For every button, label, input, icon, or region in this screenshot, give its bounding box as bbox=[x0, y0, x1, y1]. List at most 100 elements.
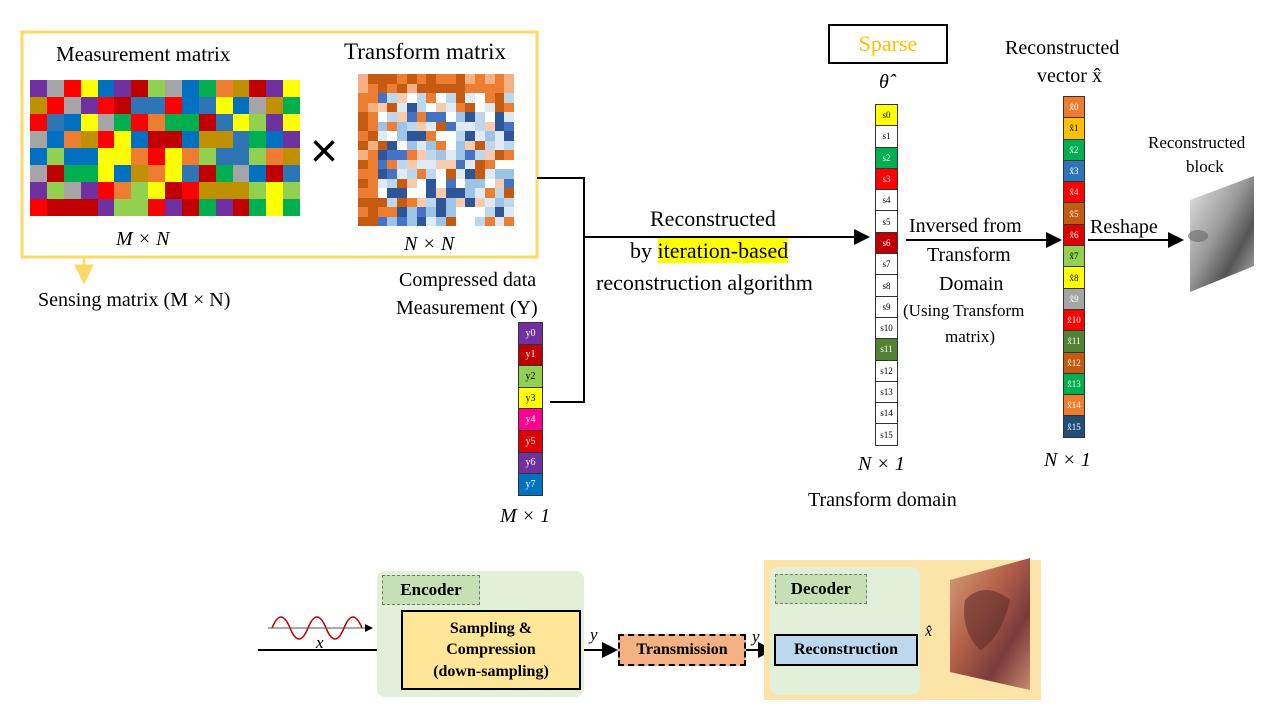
measurement-matrix-cell bbox=[114, 114, 132, 131]
measurement-matrix-cell bbox=[46, 97, 64, 114]
transform-matrix-cell bbox=[387, 74, 397, 84]
reconstructed-vector-cell: x̂5 bbox=[1063, 202, 1085, 225]
transform-matrix-cell bbox=[397, 74, 407, 84]
transform-matrix-cell bbox=[358, 207, 368, 217]
measurement-matrix-cell bbox=[46, 148, 64, 165]
transform-matrix-cell bbox=[397, 121, 407, 131]
transform-matrix-cell bbox=[494, 140, 505, 150]
reconstructed-vector-cell: x̂2 bbox=[1063, 138, 1085, 161]
transform-matrix-cell bbox=[387, 197, 397, 207]
measurement-matrix-cell bbox=[148, 131, 165, 148]
inversed-label-1: Inversed from bbox=[909, 215, 1022, 237]
measurement-matrix-cell bbox=[198, 80, 216, 97]
reconstructed-vector-title-2: vector x̂ bbox=[1037, 65, 1102, 87]
sparse-vector-cell: s9 bbox=[875, 295, 898, 318]
measurement-matrix-cell bbox=[165, 97, 182, 114]
sparse-label: Sparse bbox=[858, 31, 918, 56]
measurement-matrix-cell bbox=[215, 165, 233, 182]
transform-matrix-cell bbox=[406, 74, 417, 84]
measurement-matrix-cell bbox=[283, 114, 300, 131]
transform-matrix-cell bbox=[426, 112, 436, 122]
transform-matrix-cell bbox=[367, 216, 378, 226]
transform-matrix-cell bbox=[436, 169, 446, 179]
transmission-box: Transmission bbox=[618, 634, 746, 666]
transform-matrix-cell bbox=[475, 140, 485, 150]
sparse-vector-cell: s1 bbox=[875, 125, 898, 148]
measurement-matrix-cell bbox=[63, 199, 81, 216]
transform-matrix-cell bbox=[455, 112, 466, 122]
transform-matrix-cell bbox=[406, 112, 417, 122]
measurement-matrix-cell bbox=[114, 165, 132, 182]
measurement-matrix-cell bbox=[148, 148, 165, 165]
transform-matrix-cell bbox=[406, 83, 417, 93]
transform-matrix-cell bbox=[367, 150, 378, 160]
transform-matrix-cell bbox=[436, 112, 446, 122]
y-vector-cell: y4 bbox=[518, 408, 543, 431]
transform-matrix-cell bbox=[358, 131, 368, 141]
transform-matrix-cell bbox=[416, 74, 427, 84]
measurement-matrix-cell bbox=[198, 165, 216, 182]
measurement-matrix-cell bbox=[215, 131, 233, 148]
measurement-matrix-cell bbox=[165, 114, 182, 131]
reconstruction-box: Reconstruction bbox=[774, 634, 918, 666]
measurement-matrix-cell bbox=[283, 131, 300, 148]
transform-matrix-cell bbox=[455, 207, 466, 217]
measurement-matrix-cell bbox=[266, 165, 284, 182]
transform-matrix-cell bbox=[367, 159, 378, 169]
transform-matrix-cell bbox=[475, 197, 485, 207]
measurement-matrix-cell bbox=[198, 114, 216, 131]
transform-matrix-cell bbox=[358, 121, 368, 131]
measurement-matrix-cell bbox=[148, 165, 165, 182]
transform-matrix-cell bbox=[377, 102, 388, 112]
measurement-matrix-cell bbox=[165, 199, 182, 216]
transform-matrix-cell bbox=[455, 121, 466, 131]
measurement-matrix-cell bbox=[148, 114, 165, 131]
measurement-matrix-cell bbox=[198, 97, 216, 114]
measurement-matrix-cell bbox=[181, 114, 199, 131]
transform-matrix-cell bbox=[406, 121, 417, 131]
measurement-matrix-cell bbox=[46, 80, 64, 97]
sparse-dims: N × 1 bbox=[858, 453, 905, 475]
transform-matrix-cell bbox=[416, 140, 427, 150]
sparse-vector-cell: s3 bbox=[875, 167, 898, 191]
measurement-matrix-cell bbox=[97, 148, 115, 165]
measurement-matrix-cell bbox=[80, 199, 98, 216]
measurement-matrix-cell bbox=[181, 148, 199, 165]
transform-matrix-cell bbox=[475, 121, 485, 131]
reconstructed-vector: x̂0 x̂1 x̂2 x̂3 x̂4 x̂5 x̂6 x̂7 x̂8 x̂9 x̂10 x̂11 x̂… bbox=[1063, 96, 1085, 438]
measurement-matrix-cell bbox=[215, 114, 233, 131]
transform-matrix-cell bbox=[358, 93, 368, 103]
transform-matrix-cell bbox=[367, 178, 378, 188]
measurement-matrix-cell bbox=[30, 131, 47, 148]
measurement-matrix-cell bbox=[283, 199, 300, 216]
reconstructed-vector-cell: x̂13 bbox=[1063, 372, 1085, 396]
transform-matrix-cell bbox=[455, 178, 466, 188]
transform-matrix-cell bbox=[397, 169, 407, 179]
measurement-matrix-cell bbox=[63, 182, 81, 199]
measurement-matrix-cell bbox=[30, 182, 47, 199]
transform-matrix-cell bbox=[358, 112, 368, 122]
measurement-matrix-cell bbox=[131, 165, 149, 182]
transform-matrix-cell bbox=[475, 83, 485, 93]
transform-matrix-cell bbox=[416, 159, 427, 169]
reconstructed-vector-cell: x̂8 bbox=[1063, 266, 1085, 289]
transform-matrix-cell bbox=[455, 169, 466, 179]
transform-matrix-cell bbox=[367, 169, 378, 179]
transform-matrix-cell bbox=[484, 131, 495, 141]
decoder-label: Decoder bbox=[790, 579, 852, 598]
measurement-matrix-cell bbox=[63, 97, 81, 114]
transform-matrix-cell bbox=[358, 197, 368, 207]
transform-matrix-cell bbox=[358, 150, 368, 160]
transform-matrix-cell bbox=[397, 150, 407, 160]
measurement-matrix-cell bbox=[97, 114, 115, 131]
transform-matrix-cell bbox=[377, 178, 388, 188]
iteration-based-highlight: iteration-based bbox=[657, 238, 789, 263]
measurement-matrix-cell bbox=[46, 131, 64, 148]
transform-matrix-cell bbox=[406, 150, 417, 160]
sparse-vector-cell: s10 bbox=[875, 316, 898, 340]
measurement-matrix-cell bbox=[131, 182, 149, 199]
inversed-label-4: (Using Transform bbox=[903, 301, 1025, 320]
measurement-matrix-cell bbox=[215, 97, 233, 114]
transform-matrix-cell bbox=[484, 112, 495, 122]
measurement-matrix-cell bbox=[63, 131, 81, 148]
